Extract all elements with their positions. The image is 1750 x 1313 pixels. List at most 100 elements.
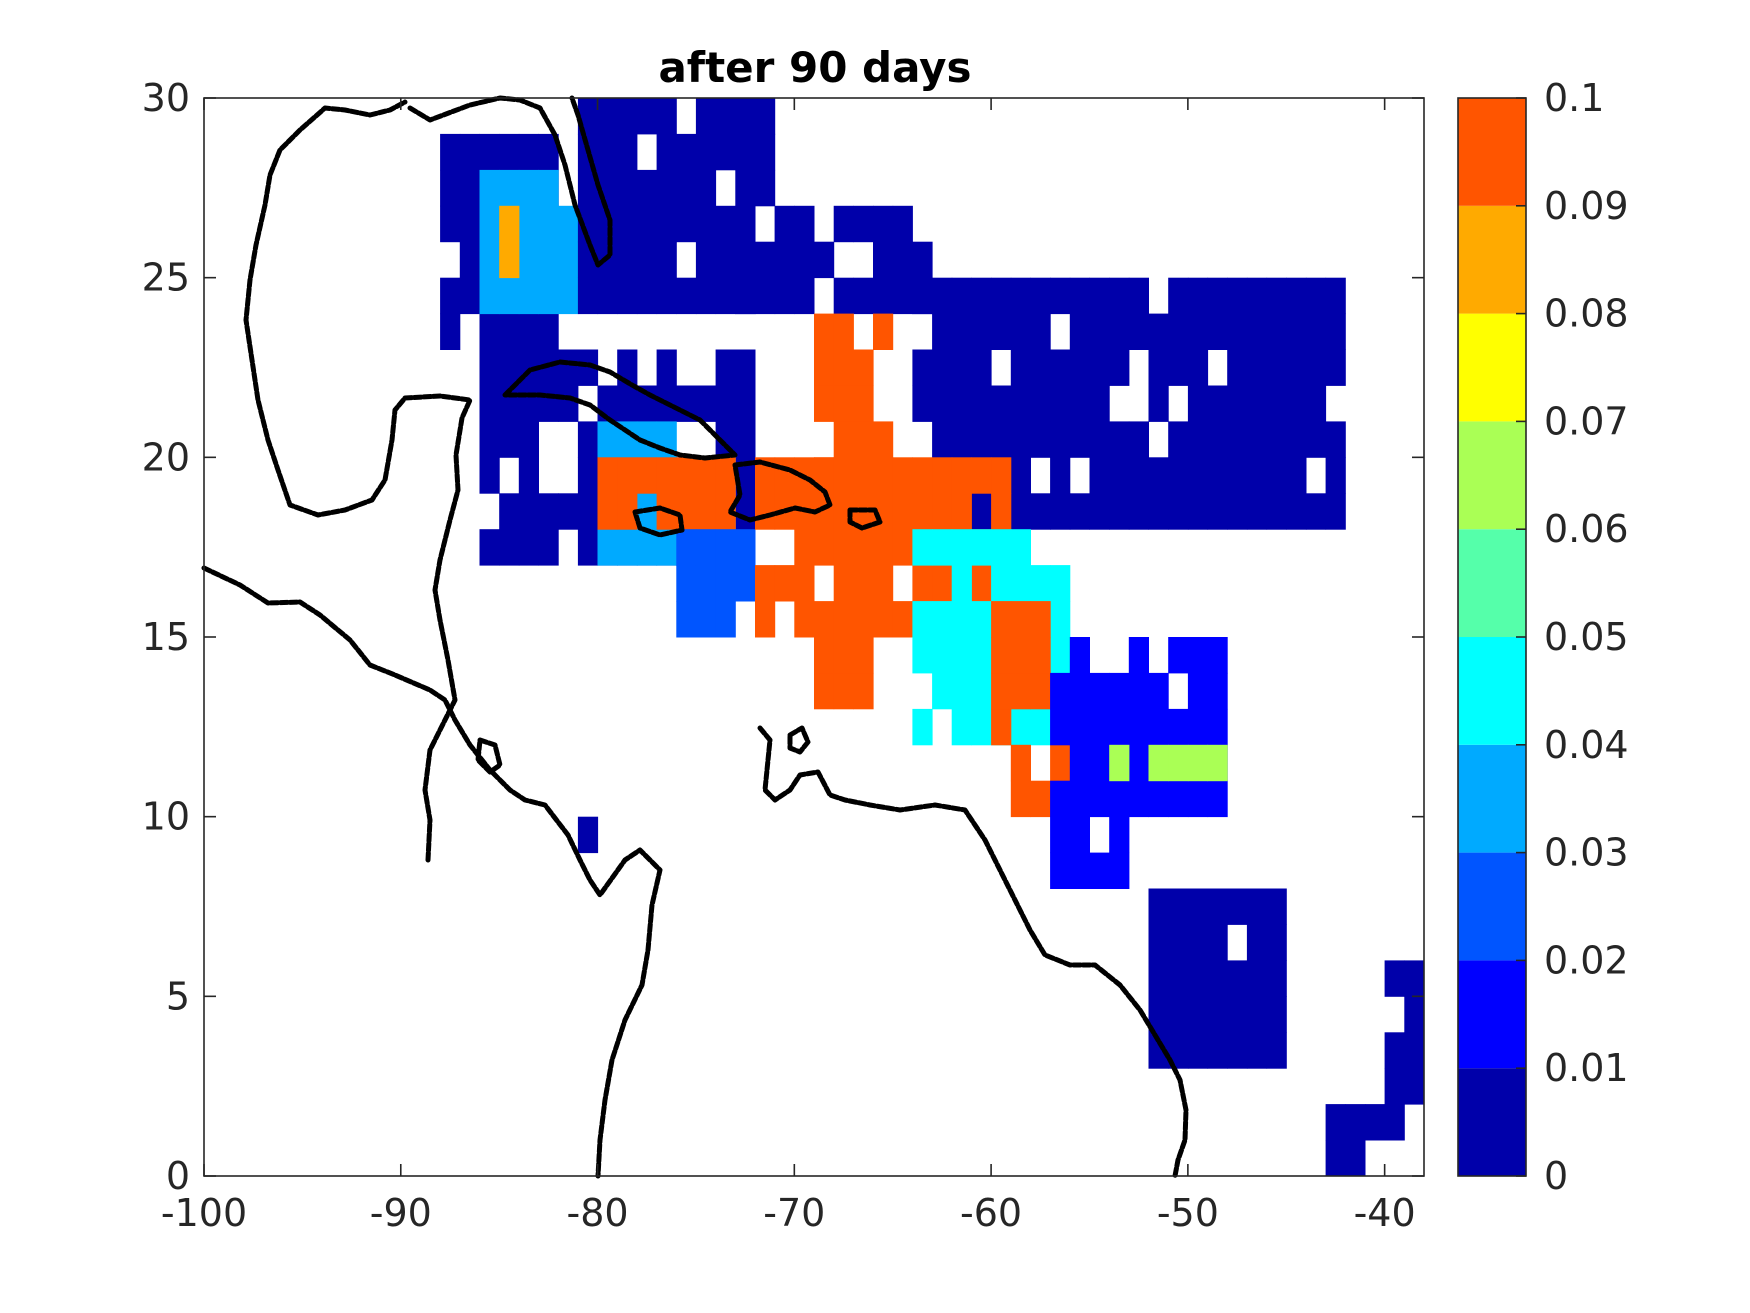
heatmap-cell: [1227, 996, 1248, 1033]
heatmap-cell: [1069, 708, 1090, 746]
heatmap-cell: [912, 565, 933, 602]
heatmap-cell: [1148, 996, 1169, 1033]
heatmap-cell: [1109, 349, 1130, 386]
heatmap-cell: [833, 457, 854, 494]
heatmap-cell: [951, 277, 972, 315]
heatmap-cell: [1010, 457, 1031, 494]
heatmap-cell: [1148, 888, 1169, 925]
colorbar-tick-label: 0: [1544, 1154, 1568, 1198]
y-tick-label: 25: [142, 256, 190, 300]
heatmap-cell: [577, 169, 599, 207]
heatmap-cell: [1069, 313, 1090, 350]
heatmap-cell: [1187, 996, 1209, 1033]
heatmap-cell: [1069, 672, 1090, 710]
heatmap-cell: [656, 529, 677, 566]
heatmap-cell: [1187, 780, 1209, 818]
heatmap-cell: [558, 493, 579, 530]
x-tick-label: -90: [370, 1191, 432, 1235]
x-tick-label: -50: [1157, 1191, 1219, 1235]
heatmap-cell: [1109, 744, 1130, 782]
heatmap-cell: [518, 241, 539, 279]
heatmap-cell: [1109, 708, 1130, 746]
heatmap-cell: [1168, 277, 1189, 315]
heatmap-cell: [991, 421, 1012, 458]
colorbar-tick-label: 0.03: [1544, 831, 1629, 875]
heatmap-cell: [833, 385, 854, 422]
heatmap-cell: [1325, 493, 1346, 530]
heatmap-cell: [1069, 780, 1090, 818]
heatmap-cell: [1128, 457, 1149, 494]
heatmap-cell: [1089, 852, 1110, 889]
heatmap-cell: [1325, 421, 1346, 458]
heatmap-cell: [617, 493, 638, 530]
heatmap-cell: [617, 385, 638, 422]
heatmap-cell: [636, 457, 658, 494]
heatmap-cell: [1286, 385, 1307, 422]
heatmap-cell: [499, 349, 520, 386]
heatmap-cell: [971, 708, 992, 746]
heatmap-cell: [1010, 708, 1031, 746]
heatmap-cell: [499, 493, 520, 530]
heatmap-cell: [459, 133, 480, 171]
heatmap-cell: [853, 457, 874, 494]
heatmap-cell: [656, 277, 677, 315]
heatmap-cell: [636, 241, 658, 279]
heatmap-cell: [1050, 780, 1071, 818]
heatmap-cell: [853, 637, 874, 674]
heatmap-cell: [1030, 313, 1051, 350]
heatmap-cell: [558, 385, 579, 422]
heatmap-cell: [538, 313, 559, 350]
heatmap-cell: [735, 241, 756, 279]
coastline-hispaniola: [727, 459, 833, 523]
heatmap-cell: [932, 672, 953, 710]
heatmap-cell: [1365, 1104, 1386, 1141]
heatmap-cell: [1168, 780, 1189, 818]
heatmap-cell: [1109, 672, 1130, 710]
heatmap-cell: [873, 205, 894, 243]
heatmap-cell: [715, 241, 736, 279]
heatmap-cell: [617, 98, 638, 135]
heatmap-cell: [695, 601, 717, 638]
heatmap-cell: [794, 241, 815, 279]
heatmap-cell: [1050, 672, 1071, 710]
heatmap-cell: [1207, 996, 1228, 1033]
heatmap-cell: [892, 457, 913, 494]
colorbar-tick-label: 0.01: [1544, 1046, 1629, 1090]
heatmap-cell: [479, 421, 500, 458]
heatmap-cell: [794, 277, 815, 315]
heatmap-cell: [1187, 349, 1209, 386]
heatmap-cell: [577, 529, 599, 566]
heatmap-cell: [1128, 672, 1149, 710]
heatmap-cell: [577, 816, 599, 854]
heatmap-cell: [1148, 1032, 1169, 1069]
heatmap-cell: [1050, 637, 1071, 674]
heatmap-cell: [892, 241, 913, 279]
heatmap-cell: [1246, 924, 1268, 961]
heatmap-cell: [538, 493, 559, 530]
heatmap-cell: [479, 385, 500, 422]
heatmap-cell: [774, 565, 795, 602]
coastline-south-america: [757, 725, 1189, 1179]
heatmap-cell: [577, 421, 599, 458]
coastline-lake-nicaragua: [475, 737, 503, 775]
heatmap-cell: [774, 241, 795, 279]
heatmap-cell: [794, 205, 815, 243]
heatmap-cell: [1325, 349, 1346, 386]
heatmap-cell: [1128, 493, 1149, 530]
heatmap-cell: [1050, 493, 1071, 530]
coastline-map: [201, 95, 1189, 1179]
heatmap-cell: [1148, 744, 1169, 782]
heatmap-cell: [1148, 672, 1169, 710]
heatmap-cell: [1030, 672, 1051, 710]
heatmap-cell: [971, 457, 992, 494]
heatmap-cell: [617, 277, 638, 315]
heatmap-cell: [1187, 924, 1209, 961]
heatmap-cell: [971, 565, 992, 602]
heatmap-cell: [735, 349, 756, 386]
heatmap-cell: [853, 205, 874, 243]
heatmap-cell: [1050, 744, 1071, 782]
heatmap-cell: [735, 529, 756, 566]
coastline-florida: [407, 95, 613, 268]
heatmap-cell: [1050, 601, 1071, 638]
heatmap-cell: [814, 241, 835, 279]
